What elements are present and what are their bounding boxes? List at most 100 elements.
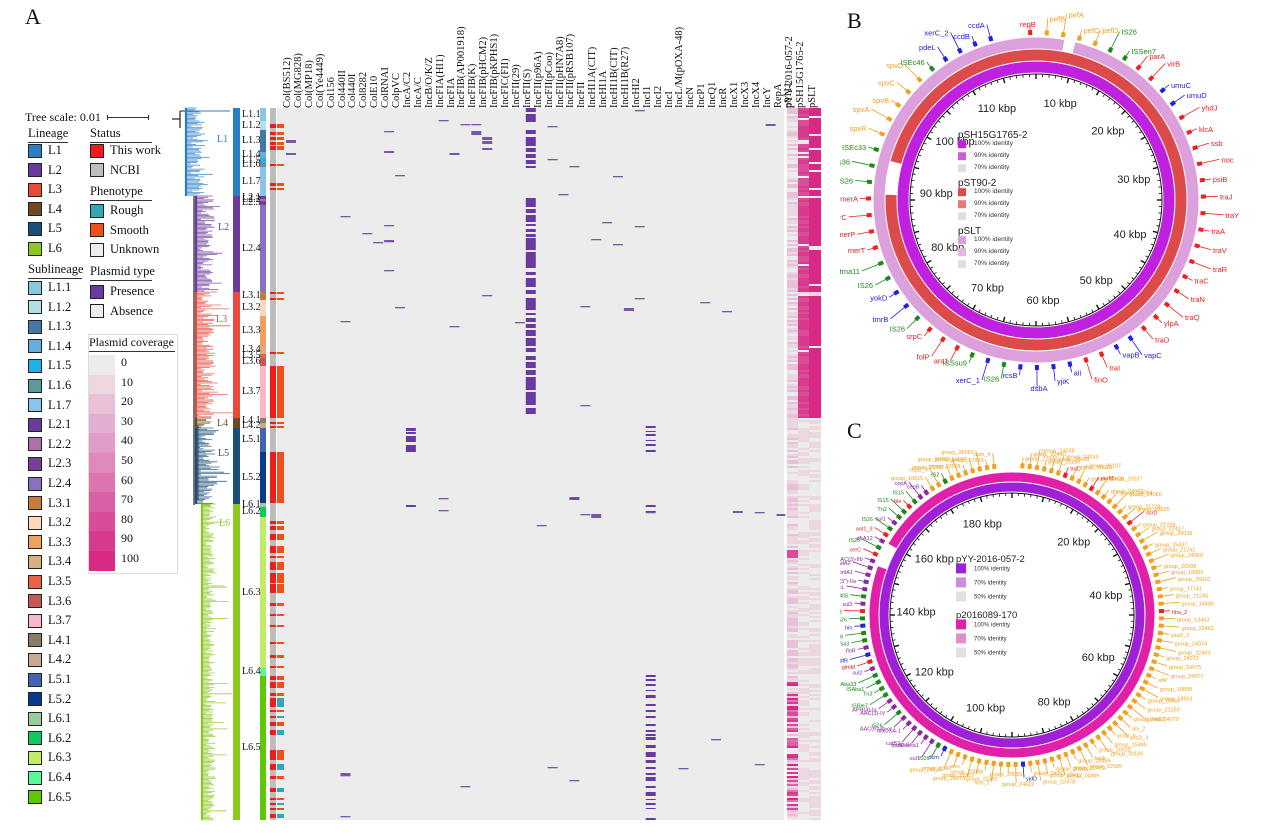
plasmid-coverage-legend: Plasmid coverage 0 10 20 30 40 50 60 70 80 90 100 <box>88 334 178 574</box>
coverage-cell <box>787 248 798 250</box>
coverage-cell <box>809 208 821 210</box>
coverage-cell <box>809 752 821 754</box>
coverage-cell <box>798 678 809 680</box>
coverage-cell <box>798 580 809 582</box>
coverage-cell <box>798 502 809 504</box>
coverage-cell <box>809 668 821 670</box>
plasmid-presence-mark <box>634 110 645 112</box>
coverage-cell <box>787 514 798 516</box>
legend-swatch <box>28 496 42 511</box>
coverage-cell <box>798 332 809 334</box>
coverage-cell <box>787 270 798 272</box>
coverage-cell <box>798 792 809 794</box>
coverage-cell <box>787 212 798 214</box>
gene-leader-line <box>985 459 988 468</box>
plasmid-presence-mark <box>645 799 656 800</box>
coverage-cell <box>809 308 821 310</box>
coverage-cell <box>809 234 821 236</box>
identity-legend-title: p2016089-170 <box>956 610 1017 621</box>
gene-label: group_21207 <box>912 465 944 471</box>
coverage-cell <box>798 396 809 398</box>
kbp-label: 40 kbp <box>1089 590 1122 602</box>
legend-label: Smooth <box>110 222 149 237</box>
coverage-cell <box>809 554 821 556</box>
coverage-cell <box>809 114 821 116</box>
gene-leader-line <box>1046 18 1049 33</box>
plasmid-presence-mark <box>525 166 536 168</box>
replicon-column-header: IncHI1A(CIT) <box>587 46 599 108</box>
plasmid-presence-mark <box>525 313 536 315</box>
coverage-cell <box>809 228 821 230</box>
coverage-swatch <box>89 551 115 571</box>
gene-label: spvA <box>853 105 870 114</box>
coverage-cell <box>798 428 809 430</box>
coverage-cell <box>787 272 798 274</box>
coverage-cell <box>787 274 798 276</box>
status-this-work-mark <box>270 426 276 428</box>
coverage-cell <box>809 194 821 196</box>
gene-label: IS26 <box>984 375 999 384</box>
coverage-cell <box>787 686 798 688</box>
coverage-cell <box>809 146 821 148</box>
coverage-cell <box>787 456 798 458</box>
plasmid-presence-mark <box>645 786 656 788</box>
coverage-cell <box>787 784 798 786</box>
coverage-cell <box>809 126 821 128</box>
status-this-work-mark <box>270 730 276 735</box>
legend-label: L1.4 <box>48 338 72 353</box>
coverage-cell <box>809 264 821 266</box>
coverage-cell <box>798 228 809 230</box>
coverage-cell <box>809 458 821 460</box>
gene-label: group_22481 <box>966 777 998 783</box>
coverage-cell <box>809 136 821 138</box>
kbp-label: 60 kbp <box>1026 295 1059 307</box>
gene-leader-line <box>1085 360 1093 380</box>
replicon-column-header: IncI <box>663 91 675 108</box>
coverage-cell <box>809 410 821 412</box>
gene-leader-line <box>1148 548 1162 555</box>
coverage-cell <box>798 662 809 664</box>
plasmid-presence-mark <box>525 408 536 414</box>
coverage-cell <box>787 342 798 344</box>
coverage-cell <box>787 704 798 706</box>
coverage-cell <box>787 414 798 416</box>
plasmid-presence-mark <box>645 444 656 446</box>
phenotype-mark <box>277 722 284 726</box>
gene-leader-line <box>1143 328 1154 340</box>
coverage-cell <box>809 516 821 518</box>
tree-scale-bar <box>106 115 149 120</box>
coverage-cell <box>809 338 821 340</box>
kbp-label: 60 kbp <box>1082 652 1115 664</box>
coverage-cell <box>798 466 809 468</box>
coverage-cell <box>798 456 809 458</box>
coverage-cell <box>798 626 809 628</box>
gene-leader-line <box>1203 212 1224 216</box>
gene-label: group_24064 <box>1120 490 1152 496</box>
legend-item: L1.3 <box>28 319 71 334</box>
coverage-cell <box>787 420 798 422</box>
coverage-cell <box>787 558 798 560</box>
plasmid-presence-mark <box>395 175 405 177</box>
replicon-column-header: IncA/C <box>412 77 424 108</box>
plasmid-presence-mark <box>340 321 351 323</box>
coverage-cell <box>787 780 798 782</box>
plasmid-presence-mark <box>525 377 536 390</box>
replicon-column-header: IncX1 <box>728 81 740 108</box>
plasmid-presence-mark <box>482 295 493 297</box>
coverage-cell <box>787 168 798 170</box>
coverage-cell <box>798 572 809 574</box>
coverage-cell <box>809 596 821 598</box>
coverage-cell <box>809 728 821 730</box>
coverage-cell <box>798 362 809 364</box>
legend-item: L1.1 <box>28 280 71 295</box>
coverage-cell <box>809 626 821 628</box>
coverage-cell <box>787 346 798 348</box>
coverage-cell <box>787 174 798 176</box>
coverage-cell <box>809 292 821 294</box>
gene-label: dsbA <box>1031 384 1048 393</box>
coverage-cell <box>787 814 798 816</box>
coverage-cell <box>809 748 821 750</box>
coverage-label: 0 <box>121 355 127 369</box>
coverage-cell <box>787 146 798 148</box>
coverage-cell <box>809 382 821 384</box>
